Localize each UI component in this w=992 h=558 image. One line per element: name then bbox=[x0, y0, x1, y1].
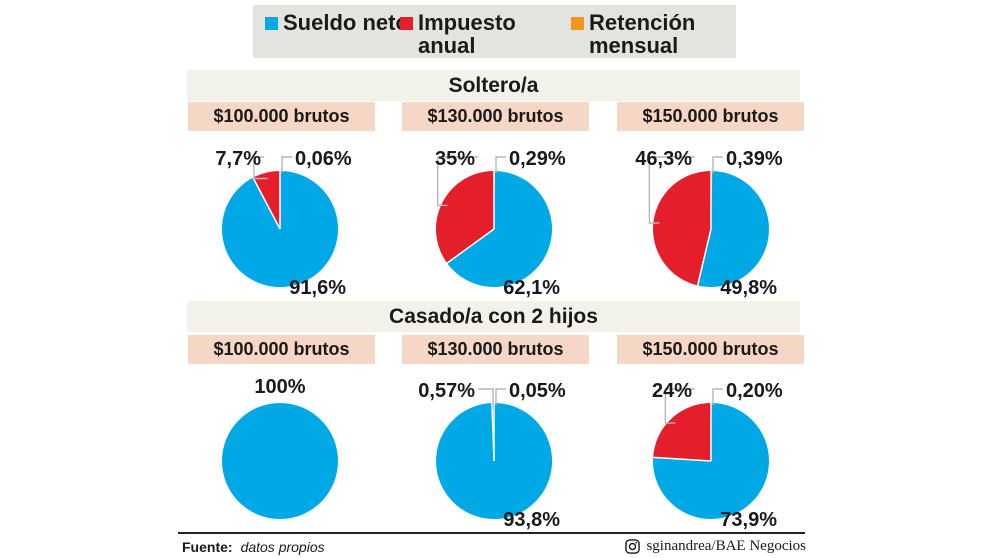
pill-soltero-150000: $150.000 brutos bbox=[617, 102, 804, 131]
credit-text: sginandrea/BAE Negocios bbox=[646, 538, 806, 554]
footer-divider bbox=[178, 532, 805, 534]
pie-slice-soltero-150000-sueldo-neto bbox=[697, 170, 770, 287]
instagram-icon bbox=[625, 539, 641, 554]
pie-separator-casado-150000-boundary bbox=[653, 456, 712, 462]
pill-casado-150000: $150.000 brutos bbox=[617, 335, 804, 364]
legend-item-retencion-mensual: Retención mensual bbox=[571, 11, 729, 57]
pie-leader-soltero-150000-impuesto-anual bbox=[648, 156, 695, 224]
pie-label-soltero-150000-sueldo-neto: 49,8% bbox=[720, 277, 777, 299]
pie-label-casado-150000-sueldo-neto: 73,9% bbox=[720, 509, 777, 531]
pie-slice-casado-100000-sueldo-neto bbox=[222, 403, 338, 519]
pie-label-soltero-130000-impuesto-anual: 35% bbox=[435, 148, 475, 170]
pie-separator-soltero-130000-boundary bbox=[446, 228, 495, 264]
pie-label-soltero-130000-sueldo-neto: 62,1% bbox=[503, 277, 560, 299]
pie-label-casado-150000-retencion-mensual: 0,20% bbox=[726, 380, 783, 402]
pie-label-casado-150000-impuesto-anual: 24% bbox=[652, 380, 692, 402]
legend-swatch-sueldo-neto bbox=[265, 17, 278, 30]
pie-label-soltero-100000-retencion-mensual: 0,06% bbox=[295, 148, 352, 170]
pie-label-casado-100000-sueldo-neto: 100% bbox=[254, 376, 305, 398]
pie-separator-soltero-100000-boundary bbox=[252, 177, 281, 230]
legend-swatch-retencion-mensual bbox=[571, 17, 584, 30]
pie-separator-soltero-150000-boundary bbox=[696, 228, 712, 286]
source-label: Fuente: bbox=[182, 539, 233, 555]
pie-label-soltero-150000-impuesto-anual: 46,3% bbox=[635, 148, 692, 170]
pill-soltero-100000: $100.000 brutos bbox=[188, 102, 375, 131]
pie-label-casado-130000-impuesto-anual: 0,57% bbox=[418, 380, 475, 402]
pie-label-soltero-100000-impuesto-anual: 7,7% bbox=[215, 148, 261, 170]
pie-label-casado-130000-retencion-mensual: 0,05% bbox=[509, 380, 566, 402]
pie-label-soltero-130000-retencion-mensual: 0,29% bbox=[509, 148, 566, 170]
legend-label-sueldo-neto: Sueldo neto bbox=[283, 10, 409, 35]
pill-casado-100000: $100.000 brutos bbox=[188, 335, 375, 364]
credit: sginandrea/BAE Negocios bbox=[625, 538, 806, 555]
pie-slice-soltero-130000-sueldo-neto bbox=[447, 171, 553, 287]
section-title-casado: Casado/a con 2 hijos bbox=[187, 301, 800, 332]
pie-slice-casado-150000-impuesto-anual bbox=[653, 403, 711, 461]
section-title-soltero: Soltero/a bbox=[187, 70, 800, 101]
legend-label-impuesto-anual: Impuesto anual bbox=[418, 10, 516, 58]
pie-separator-casado-130000-boundary bbox=[491, 403, 495, 462]
source-note: Fuente: datos propios bbox=[182, 539, 325, 555]
pie-slice-soltero-130000-impuesto-anual bbox=[436, 171, 494, 264]
pie-leader-soltero-130000-impuesto-anual bbox=[437, 156, 478, 207]
pie-leader-casado-130000-impuesto-anual bbox=[478, 388, 494, 409]
pie-leader-soltero-130000-retencion-mensual bbox=[495, 156, 506, 173]
legend-label-retencion-mensual: Retención mensual bbox=[589, 10, 696, 58]
pie-leader-casado-150000-retencion-mensual bbox=[712, 388, 723, 405]
legend-item-sueldo-neto: Sueldo neto bbox=[265, 11, 423, 34]
pie-leader-soltero-150000-retencion-mensual bbox=[712, 156, 723, 173]
pie-leader-soltero-100000-retencion-mensual bbox=[281, 156, 292, 173]
pie-slice-soltero-100000-impuesto-anual bbox=[253, 171, 280, 229]
pie-leader-casado-130000-retencion-mensual bbox=[495, 388, 506, 405]
pie-leader-soltero-100000-impuesto-anual bbox=[253, 156, 268, 180]
pie-leader-casado-150000-impuesto-anual bbox=[664, 388, 695, 424]
pie-label-soltero-150000-retencion-mensual: 0,39% bbox=[726, 148, 783, 170]
pie-label-casado-130000-sueldo-neto: 93,8% bbox=[503, 509, 560, 531]
legend-item-impuesto-anual: Impuesto anual bbox=[400, 11, 558, 57]
pill-soltero-130000: $130.000 brutos bbox=[402, 102, 589, 131]
legend: Sueldo neto Impuesto anual Retención men… bbox=[253, 5, 736, 58]
pill-casado-130000: $130.000 brutos bbox=[402, 335, 589, 364]
pie-label-soltero-100000-sueldo-neto: 91,6% bbox=[289, 277, 346, 299]
pie-slice-soltero-150000-impuesto-anual bbox=[653, 171, 711, 286]
source-text: datos propios bbox=[240, 539, 325, 555]
legend-swatch-impuesto-anual bbox=[400, 17, 413, 30]
